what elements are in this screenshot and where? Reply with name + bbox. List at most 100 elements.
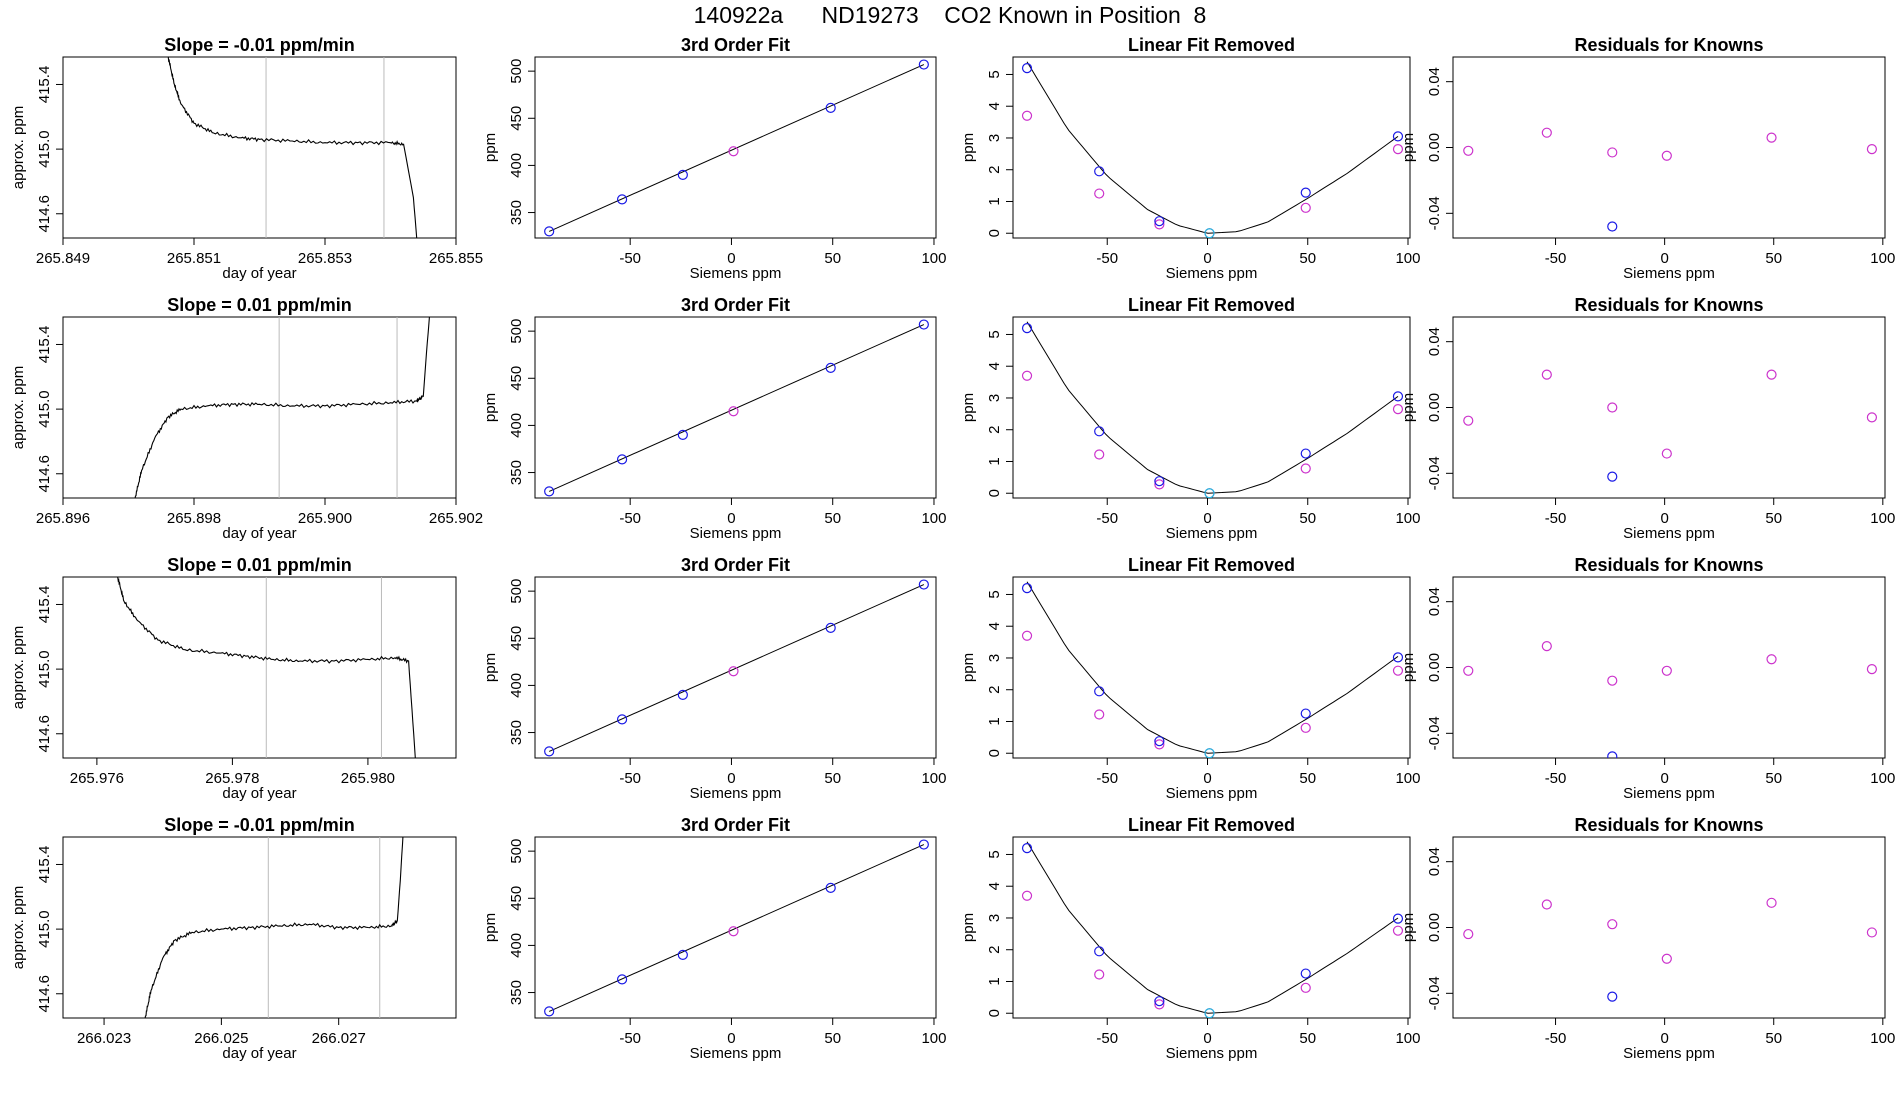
y-tick-label: 0.00 <box>1426 653 1443 682</box>
y-tick-label: 3 <box>986 394 1003 402</box>
target-point <box>1021 370 1033 381</box>
data-point <box>1766 897 1777 908</box>
x-tick-label: 50 <box>824 250 841 267</box>
y-tick-label: 415.4 <box>36 66 53 104</box>
plot-area <box>134 317 430 498</box>
known-point <box>1300 968 1311 979</box>
outlier-point <box>1607 221 1618 232</box>
data-point <box>1661 150 1672 161</box>
plot-area <box>544 579 929 757</box>
y-tick-label: 415.0 <box>36 910 53 948</box>
plot-frame <box>1012 836 1411 1019</box>
plot-area <box>1021 581 1404 758</box>
y-tick-label: 450 <box>508 106 525 131</box>
x-tick-label: 0 <box>1203 1030 1211 1047</box>
data-point <box>677 689 688 700</box>
plot-area <box>1463 897 1878 1002</box>
outlier-point <box>1607 471 1618 482</box>
panel-r4-lin: Linear Fit Removed -50 0 50 100 0 1 2 3 4 5 Siemens… <box>960 815 1421 1062</box>
x-tick-label: 100 <box>1870 770 1895 787</box>
data-point <box>1541 899 1552 910</box>
y-tick-label: 0 <box>986 1009 1003 1017</box>
y-axis-label: ppm <box>960 653 977 682</box>
plot-area <box>544 319 929 497</box>
plot-area <box>1463 641 1878 758</box>
known-point <box>1094 166 1105 177</box>
data-point <box>1607 675 1618 686</box>
plot-frame <box>1012 316 1411 499</box>
data-point <box>1463 415 1474 426</box>
target-point <box>1094 449 1105 460</box>
known-point <box>1204 228 1215 238</box>
x-tick-label: 100 <box>921 510 946 527</box>
target-point <box>1021 630 1033 641</box>
plot-area <box>1021 321 1404 498</box>
target-point <box>1300 722 1311 733</box>
fit-curve <box>1026 61 1399 234</box>
panel-title: Slope = -0.01 ppm/min <box>164 815 355 835</box>
target-point <box>1300 202 1311 213</box>
data-point <box>1661 665 1672 676</box>
y-tick-label: 0 <box>986 229 1003 237</box>
fit-curve <box>1026 321 1399 494</box>
x-axis-label: Siemens ppm <box>690 265 782 282</box>
x-tick-label: 100 <box>1395 250 1420 267</box>
y-tick-label: 0 <box>986 749 1003 757</box>
data-point <box>544 486 555 497</box>
x-tick-label: -50 <box>1096 1030 1118 1047</box>
x-axis-label: Siemens ppm <box>1166 1045 1258 1062</box>
known-point <box>1154 216 1165 227</box>
x-tick-label: 0 <box>1660 510 1668 527</box>
y-tick-label: 400 <box>508 153 525 178</box>
data-point <box>616 714 628 725</box>
x-tick-label: -50 <box>1545 1030 1567 1047</box>
panel-title: 3rd Order Fit <box>681 35 790 55</box>
y-tick-label: 0 <box>986 489 1003 497</box>
data-point <box>1866 144 1878 155</box>
x-axis-label: Siemens ppm <box>1623 525 1715 542</box>
x-tick-label: 50 <box>1299 1030 1316 1047</box>
data-point <box>728 926 739 937</box>
x-tick-label: 100 <box>1395 1030 1420 1047</box>
panel-title: Linear Fit Removed <box>1128 555 1295 575</box>
y-tick-label: 3 <box>986 914 1003 922</box>
panel-r3-res: Residuals for Knowns -50 0 50 100 -0.04 0.00 0.… <box>1400 555 1895 802</box>
data-point <box>1866 927 1878 938</box>
x-axis-label: Siemens ppm <box>1623 1045 1715 1062</box>
y-tick-label: 414.6 <box>36 455 53 493</box>
y-tick-label: 1 <box>986 717 1003 725</box>
x-axis-label: day of year <box>222 785 296 802</box>
x-axis-label: Siemens ppm <box>1166 525 1258 542</box>
x-tick-label: 265.900 <box>298 510 352 527</box>
x-tick-label: 50 <box>1765 250 1782 267</box>
y-tick-label: 400 <box>508 673 525 698</box>
y-tick-label: 1 <box>986 977 1003 985</box>
y-axis-label: ppm <box>482 133 499 162</box>
y-axis-label: ppm <box>1400 913 1417 942</box>
panel-r4-fit: 3rd Order Fit -50 0 50 100 350 400 450 500 Siemen… <box>482 815 946 1062</box>
target-point <box>1300 982 1311 993</box>
panel-r3-trace: Slope = 0.01 ppm/min 265.976 265.978 265.98… <box>10 555 457 802</box>
panel-r2-lin: Linear Fit Removed -50 0 50 100 0 1 2 3 4 5 Siemens… <box>960 295 1421 542</box>
x-tick-label: 100 <box>921 1030 946 1047</box>
plot-frame <box>62 56 457 239</box>
y-tick-label: 450 <box>508 626 525 651</box>
y-tick-label: 3 <box>986 654 1003 662</box>
x-axis-label: day of year <box>222 265 296 282</box>
y-tick-label: 400 <box>508 933 525 958</box>
y-tick-label: 500 <box>508 579 525 604</box>
known-point <box>1204 1008 1215 1018</box>
x-tick-label: 265.896 <box>36 510 90 527</box>
data-trace-line <box>167 57 418 238</box>
x-tick-label: 50 <box>824 1030 841 1047</box>
x-axis-label: Siemens ppm <box>1623 785 1715 802</box>
x-tick-label: 0 <box>1203 510 1211 527</box>
plot-frame <box>62 316 457 499</box>
x-tick-label: 0 <box>727 1030 735 1047</box>
y-tick-label: 500 <box>508 839 525 864</box>
x-tick-label: -50 <box>1545 770 1567 787</box>
known-point <box>1392 391 1404 402</box>
x-tick-label: 50 <box>824 510 841 527</box>
data-point <box>825 882 836 894</box>
